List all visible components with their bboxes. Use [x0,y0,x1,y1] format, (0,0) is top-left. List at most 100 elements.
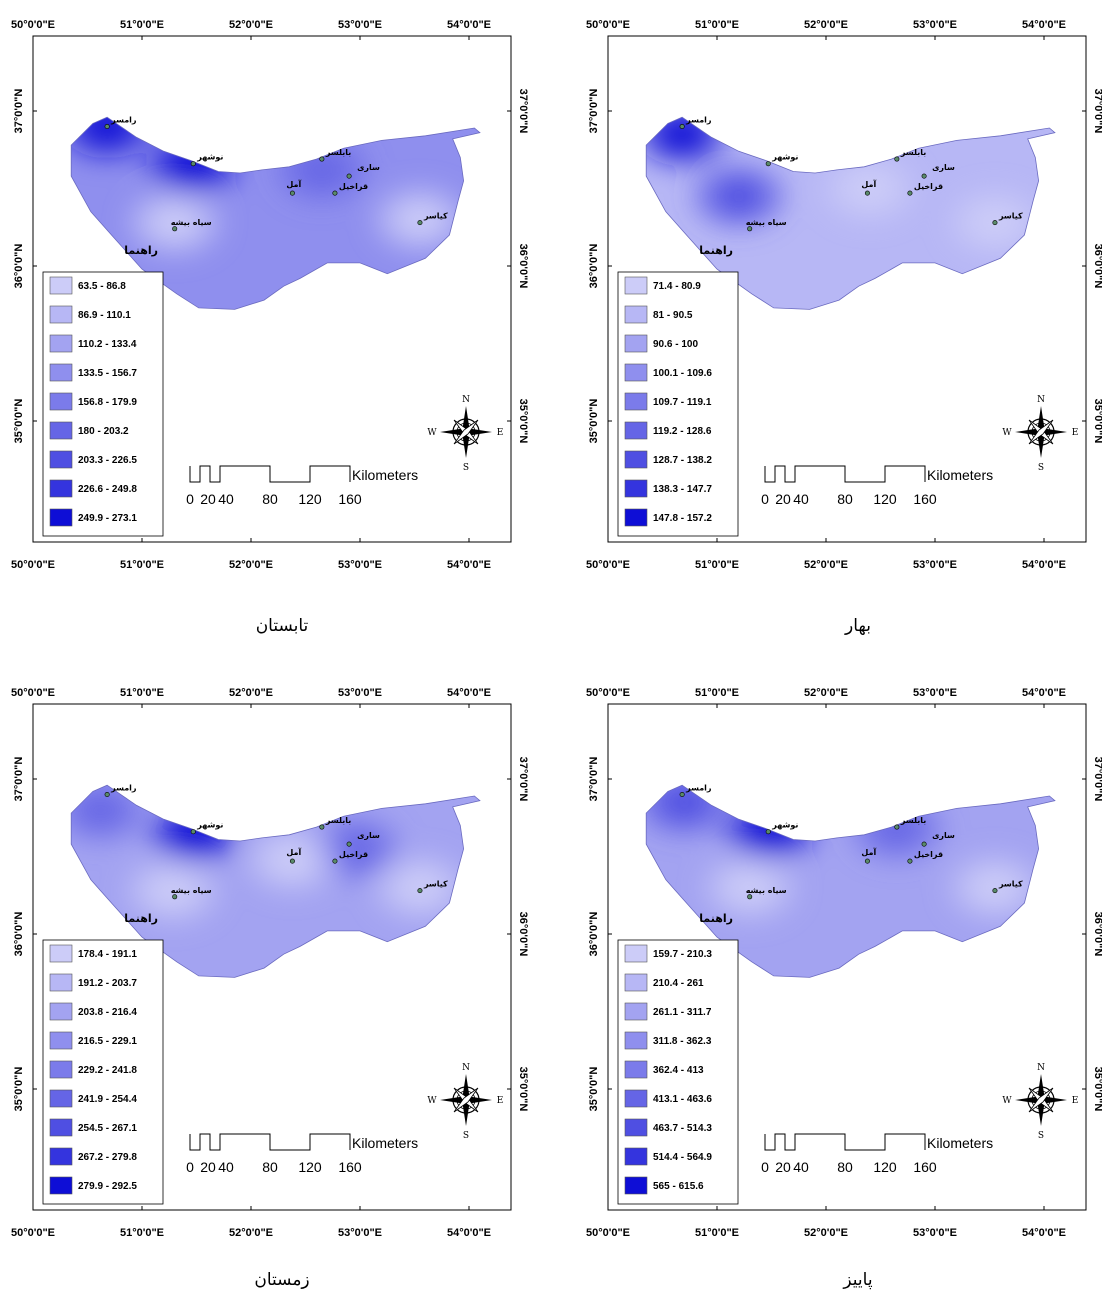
longitude-label: 52°0'0"E [804,1227,848,1239]
zone-core [714,178,763,215]
scale-tick-label: 80 [837,491,853,507]
left-latitude-labels: 37°0'0"N 36°0'0"N 35°0'0"N [13,757,37,1111]
city-markers: رامسر نوشهر بابلسر ساری آمل قراخیل سیاه بیشه کی… [679,116,1023,232]
longitude-label: 54°0'0"E [447,19,491,31]
latitude-label: 36°0'0"N [517,244,529,289]
city-marker [864,858,870,864]
compass-letter-n: N [462,395,470,405]
legend-swatch [624,1147,648,1166]
longitude-label: 51°0'0"E [120,559,164,571]
legend-label: 226.6 - 249.8 [78,484,137,495]
scale-tick-label: 120 [873,1159,897,1175]
legend-swatch [49,944,73,963]
latitude-label: 37°0'0"N [588,757,600,802]
legend-label: 180 - 203.2 [78,426,129,437]
legend-title: راهنما [124,244,158,257]
legend-label: 362.4 - 413 [653,1065,704,1076]
scale-tick-label: 0 [761,491,769,507]
city-label: آمل [861,179,876,189]
legend-label: 261.1 - 311.7 [653,1007,712,1018]
left-latitude-labels: 37°0'0"N 36°0'0"N 35°0'0"N [588,757,612,1111]
latitude-label: 36°0'0"N [1092,912,1102,957]
legend-label: 119.2 - 128.6 [653,426,712,437]
legend-label: 128.7 - 138.2 [653,455,712,466]
city-marker [747,894,753,900]
longitude-label: 50°0'0"E [11,1227,55,1239]
longitude-label: 54°0'0"E [1022,1227,1066,1239]
city-marker [289,190,295,196]
city-marker [417,888,423,894]
legend-swatch [624,334,648,353]
compass-letter-s: S [463,1131,469,1141]
city-label: رامسر [110,784,137,793]
city-label: ساری [932,831,955,840]
legend-swatch [624,392,648,411]
city-marker [921,841,927,847]
city-marker [747,226,753,232]
longitude-label: 52°0'0"E [229,559,273,571]
latitude-label: 36°0'0"N [517,912,529,957]
zone-core [76,792,125,828]
season-caption-autumn: پاییز [843,1270,873,1290]
legend-swatch [624,1118,648,1137]
city-marker [346,173,352,179]
map-figure: 50°0'0"E 51°0'0"E 52°0'0"E 53°0'0"E 54°0'0"E… [586,687,1102,1239]
compass-letter-s: S [1038,463,1044,473]
city-marker [332,858,338,864]
latitude-label: 37°0'0"N [1092,89,1102,134]
latitude-label: 35°0'0"N [517,399,529,444]
legend-swatch [624,305,648,324]
scale-tick-label: 0 [761,1159,769,1175]
longitude-label: 50°0'0"E [586,559,630,571]
scale-tick-label: 160 [913,1159,937,1175]
city-label: کیاسر [423,212,448,221]
legend-label: 413.1 - 463.6 [653,1094,712,1105]
legend-swatch [49,363,73,382]
scale-tick-label: 20 [200,1159,216,1175]
latitude-label: 36°0'0"N [1092,244,1102,289]
north-arrow: N S E W [427,395,503,473]
city-label: قراخیل [914,182,943,191]
longitude-label: 51°0'0"E [120,1227,164,1239]
city-label: بابلسر [325,148,351,157]
map-panel-autumn: 50°0'0"E 51°0'0"E 52°0'0"E 53°0'0"E 54°0'0"E… [583,672,1102,1242]
compass-star-diag [1028,419,1054,445]
legend-label: 100.1 - 109.6 [653,368,712,379]
latitude-label: 35°0'0"N [1092,1067,1102,1112]
longitude-label: 53°0'0"E [913,559,957,571]
compass-letter-e: E [497,1096,504,1106]
city-marker [679,124,685,130]
legend-swatch [49,973,73,992]
longitude-label: 53°0'0"E [338,1227,382,1239]
legend-swatch [49,421,73,440]
top-longitude-labels: 50°0'0"E 51°0'0"E 52°0'0"E 53°0'0"E 54°0'0"E [586,687,1066,708]
zone-core [970,869,1019,906]
scale-unit: Kilometers [927,1135,993,1151]
longitude-label: 51°0'0"E [695,19,739,31]
scale-tick-label: 40 [793,1159,809,1175]
city-label: سیاه بیشه [171,218,212,227]
legend-label: 63.5 - 86.8 [78,281,126,292]
city-label: سیاه بیشه [746,218,787,227]
longitude-label: 54°0'0"E [1022,559,1066,571]
compass-star-diag [1028,1087,1054,1113]
city-label: نوشهر [771,153,798,162]
compass-star-diag [453,419,479,445]
longitude-label: 50°0'0"E [586,1227,630,1239]
legend-swatch [624,276,648,295]
longitude-label: 51°0'0"E [120,687,164,699]
province-outline [70,784,481,978]
city-marker [172,226,178,232]
city-label: کیاسر [998,212,1023,221]
legend-label: 216.5 - 229.1 [78,1036,137,1047]
scale-tick-label: 40 [218,1159,234,1175]
legend-label: 565 - 615.6 [653,1181,704,1192]
latitude-label: 37°0'0"N [13,757,25,802]
legend-swatch [49,305,73,324]
city-marker [864,190,870,196]
legend-swatch [624,1002,648,1021]
scale-tick-label: 160 [338,1159,362,1175]
legend-label: 147.8 - 157.2 [653,513,712,524]
compass-letter-n: N [1037,1063,1045,1073]
province-outline [645,784,1056,978]
